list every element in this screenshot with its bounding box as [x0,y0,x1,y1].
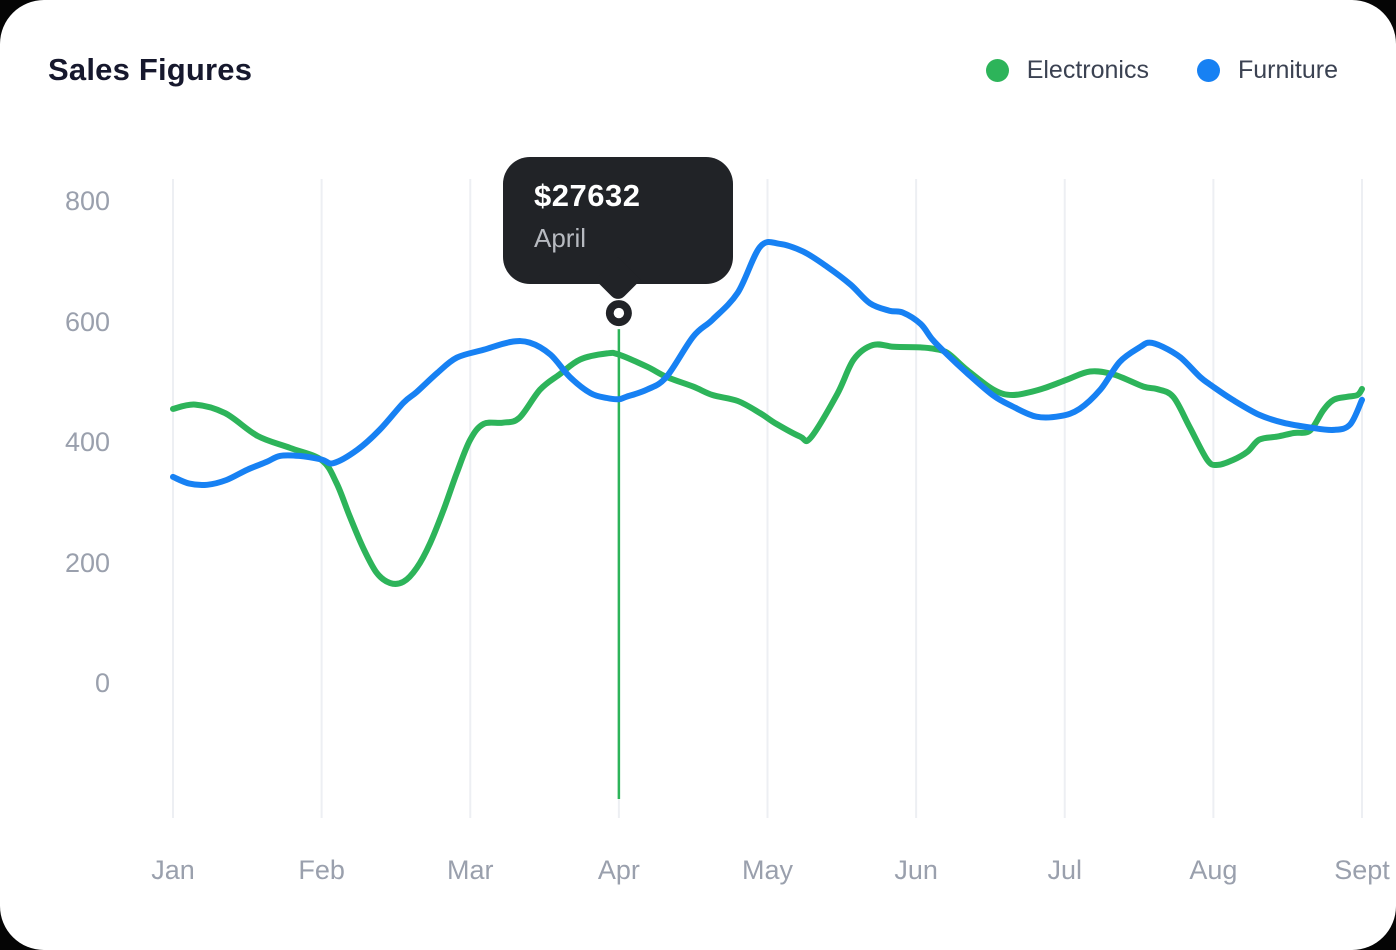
y-tick-600: 600 [64,306,110,337]
y-tick-800: 800 [64,186,110,216]
series-line-furniture[interactable] [170,238,1365,489]
legend-label: Furniture [1237,56,1338,84]
y-tick-200: 200 [64,547,110,578]
x-tick-feb: Feb [298,855,345,885]
tooltip-month: April [534,223,587,253]
x-tick-mar: Mar [447,855,494,885]
x-tick-jan: Jan [151,855,195,885]
x-tick-aug: Aug [1189,855,1238,885]
tooltip-value: $27632 [534,178,641,213]
legend-item-furniture[interactable]: Furniture [1196,56,1338,85]
y-tick-400: 400 [64,427,110,457]
legend-dot-icon [985,59,1009,82]
x-tick-jul: Jul [1047,855,1082,885]
x-tick-jun: Jun [894,855,938,885]
y-tick-0: 0 [94,668,110,698]
legend-label: Electronics [1026,56,1149,84]
x-tick-may: May [741,855,793,885]
series-line-electronics[interactable] [170,341,1365,587]
legend-dot-icon [1196,59,1220,82]
x-tick-sept: Sept [1334,855,1390,885]
legend-item-electronics[interactable]: Electronics [985,56,1149,85]
legend: Electronics Furniture [985,56,1338,85]
tooltip: $27632 April [503,157,733,303]
page-title: Sales Figures [48,52,253,87]
x-tick-apr: Apr [597,855,640,885]
tooltip-marker-core [613,307,625,319]
